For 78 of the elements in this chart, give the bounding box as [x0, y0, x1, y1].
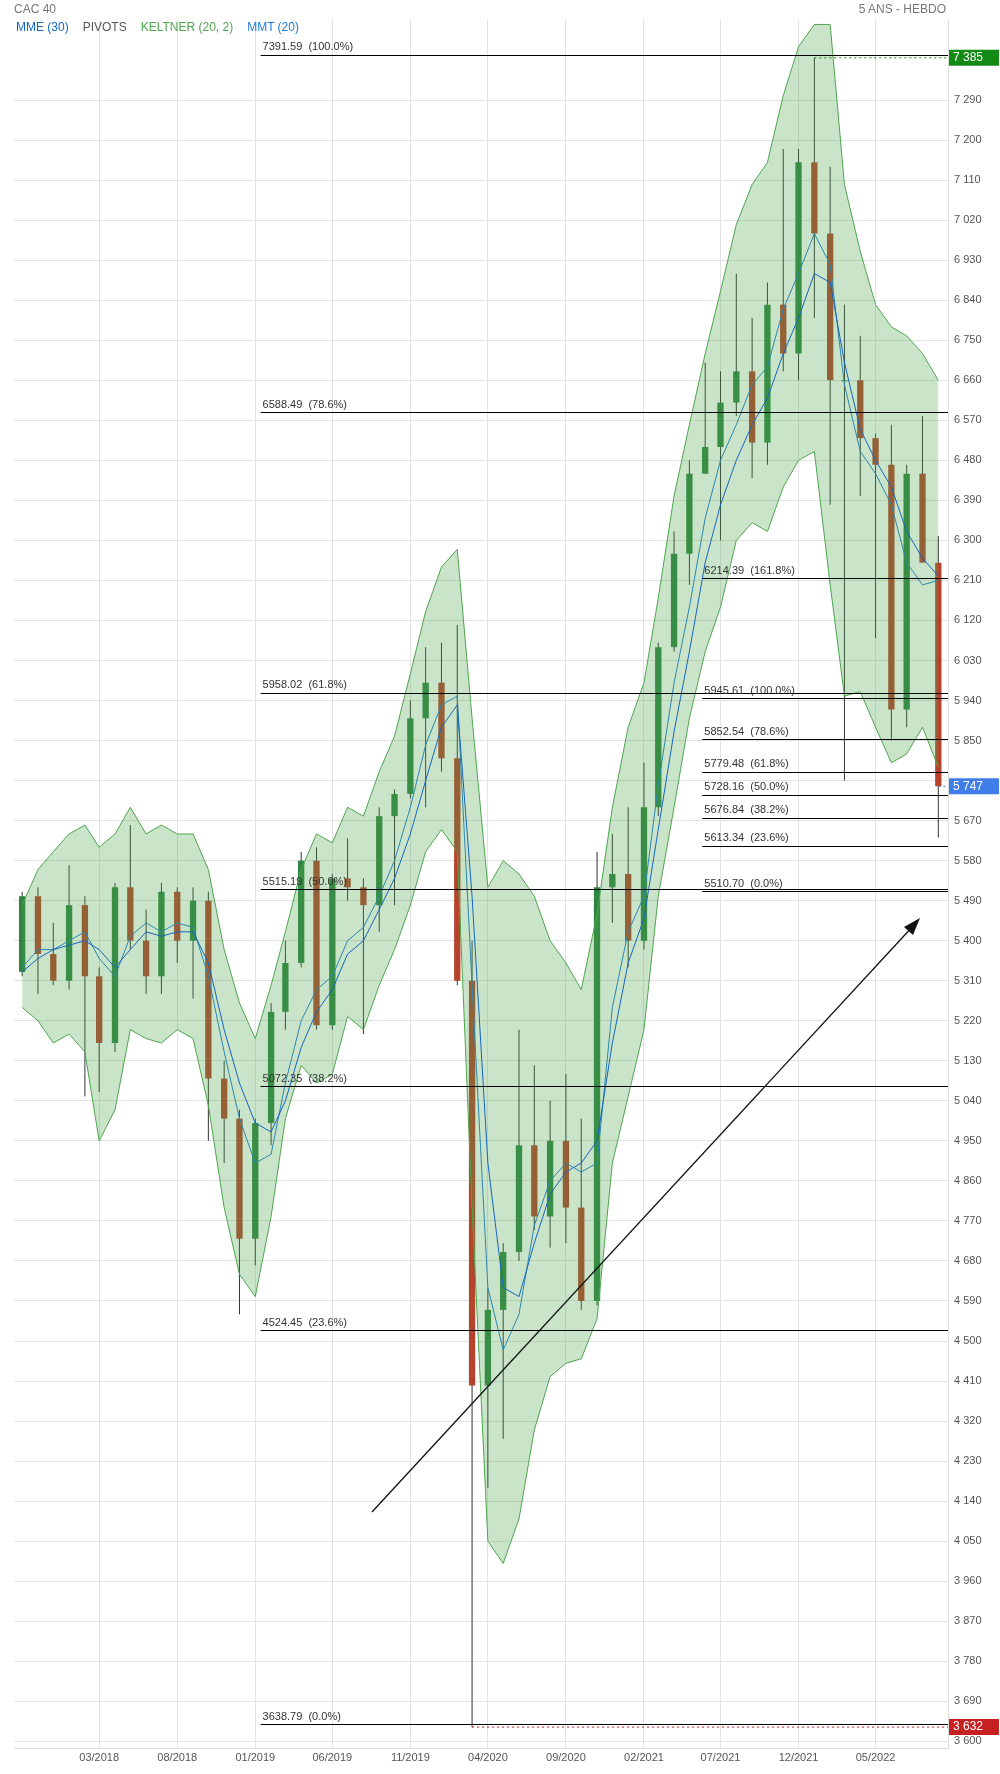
y-tick-label: 7 020 [954, 213, 982, 226]
y-tick-label: 3 780 [954, 1654, 982, 1667]
ref-line-label: 5613.34 (23.6%) [704, 831, 789, 844]
x-tick-label: 03/2018 [79, 1750, 120, 1763]
y-tick-label: 3 690 [954, 1694, 982, 1707]
y-tick-label: 6 660 [954, 373, 982, 386]
x-tick-label: 04/2020 [468, 1750, 508, 1763]
ref-line-label: 4524.45 (23.6%) [262, 1315, 347, 1328]
x-tick-label: 08/2018 [157, 1750, 198, 1763]
ref-line-label: 5958.02 (61.8%) [262, 678, 347, 691]
y-tick-label: 5 940 [954, 693, 982, 706]
y-tick-label: 5 670 [954, 813, 982, 826]
y-tick-label: 6 030 [954, 653, 982, 666]
y-tick-label: 4 500 [954, 1334, 982, 1347]
annotation: 7 385 [953, 50, 984, 65]
y-tick-label: 5 850 [954, 733, 982, 746]
annotation: 5 747 [953, 778, 984, 793]
x-tick-label: 06/2019 [312, 1750, 353, 1763]
y-tick-label: 5 310 [954, 973, 982, 986]
ref-line-label: 5676.84 (38.2%) [704, 803, 789, 816]
y-tick-label: 4 860 [954, 1173, 982, 1186]
candlestick [872, 433, 879, 639]
candlestick [360, 877, 367, 1035]
text: MMT (20) [247, 20, 299, 34]
ref-line-label: 5945.61 (100.0%) [704, 683, 795, 696]
candlestick [391, 788, 398, 906]
ref-line-label: 5779.48 (61.8%) [704, 757, 789, 770]
y-tick-label: 4 230 [954, 1454, 982, 1467]
chart-subtitle: 5 ANS - HEBDO [858, 2, 946, 16]
y-tick-label: 6 570 [954, 413, 982, 426]
y-tick-label: 5 220 [954, 1013, 982, 1026]
y-tick-label: 5 130 [954, 1053, 982, 1066]
x-tick-label: 01/2019 [235, 1750, 276, 1763]
y-tick-label: 7 110 [954, 173, 981, 186]
y-tick-label: 5 490 [954, 893, 982, 906]
x-tick-label: 02/2021 [624, 1750, 664, 1763]
y-tick-label: 4 680 [954, 1253, 982, 1266]
x-tick-label: 07/2021 [700, 1750, 741, 1763]
y-tick-label: 4 950 [954, 1133, 982, 1146]
y-tick-label: 4 050 [954, 1534, 982, 1547]
y-tick-label: 6 120 [954, 613, 982, 626]
y-tick-label: 7 290 [954, 93, 982, 106]
y-tick-label: 6 480 [954, 453, 982, 466]
candlestick [609, 833, 616, 924]
y-tick-label: 4 770 [954, 1213, 982, 1226]
annotation: 3 632 [953, 1719, 984, 1734]
y-tick-label: 4 320 [954, 1414, 982, 1427]
y-tick-label: 6 390 [954, 493, 982, 506]
y-tick-label: 3 960 [954, 1574, 982, 1587]
text: KELTNER (20, 2) [140, 20, 234, 34]
y-tick-label: 6 930 [954, 253, 982, 266]
ref-line-label: 5728.16 (50.0%) [704, 780, 789, 793]
y-tick-label: 5 400 [954, 933, 982, 946]
ref-line-label: 6214.39 (161.8%) [704, 564, 795, 577]
ref-line-label: 7391.59 (100.0%) [262, 40, 354, 53]
y-tick-label: 6 750 [954, 333, 982, 346]
x-tick-label: 11/2019 [390, 1750, 430, 1763]
ref-line-label: 3638.79 (0.0%) [262, 1709, 341, 1722]
text: MME (30) [16, 20, 69, 34]
chart-title: CAC 40 [14, 2, 57, 16]
ref-line-label: 6588.49 (78.6%) [262, 397, 347, 410]
y-tick-label: 4 590 [954, 1294, 982, 1307]
y-tick-label: 5 580 [954, 853, 982, 866]
y-tick-label: 3 600 [954, 1734, 982, 1747]
y-tick-label: 3 870 [954, 1614, 982, 1627]
y-tick-label: 7 200 [954, 133, 982, 146]
y-tick-label: 6 210 [954, 573, 982, 586]
annotation: PIVOTS [82, 20, 127, 34]
y-tick-label: 4 140 [954, 1494, 982, 1507]
x-tick-label: 05/2022 [855, 1750, 896, 1763]
y-tick-label: 6 300 [954, 533, 982, 546]
x-tick-label: 12/2021 [778, 1750, 819, 1763]
y-tick-label: 4 410 [954, 1374, 982, 1387]
x-tick-label: 09/2020 [546, 1750, 586, 1763]
ref-line-label: 5510.70 (0.0%) [704, 877, 783, 889]
ref-line-label: 5852.54 (78.6%) [704, 724, 789, 737]
y-tick-label: 5 040 [954, 1093, 982, 1106]
y-tick-label: 6 840 [954, 293, 982, 306]
